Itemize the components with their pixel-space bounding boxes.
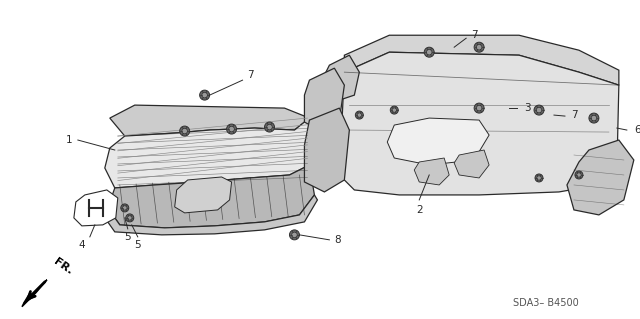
Circle shape	[474, 103, 484, 113]
Circle shape	[289, 230, 300, 240]
Circle shape	[357, 113, 362, 117]
Circle shape	[123, 206, 127, 210]
Circle shape	[424, 47, 434, 57]
Polygon shape	[305, 108, 349, 192]
Circle shape	[202, 93, 207, 98]
Text: 1: 1	[67, 135, 73, 145]
Circle shape	[390, 106, 398, 114]
Text: FR.: FR.	[52, 257, 74, 277]
Circle shape	[267, 124, 272, 130]
Polygon shape	[344, 35, 619, 85]
Circle shape	[121, 204, 129, 212]
Circle shape	[126, 214, 134, 222]
Circle shape	[577, 173, 581, 177]
Polygon shape	[387, 118, 489, 165]
Circle shape	[476, 44, 482, 50]
Text: 5: 5	[134, 240, 141, 250]
Circle shape	[264, 122, 275, 132]
Polygon shape	[324, 55, 359, 100]
Text: 5: 5	[124, 232, 131, 242]
Circle shape	[534, 105, 544, 115]
Polygon shape	[567, 140, 634, 215]
Polygon shape	[74, 190, 118, 226]
Text: 7: 7	[471, 30, 477, 40]
Text: 2: 2	[416, 205, 422, 215]
Circle shape	[229, 126, 234, 132]
Circle shape	[575, 171, 583, 179]
Circle shape	[591, 115, 596, 121]
Circle shape	[227, 124, 237, 134]
Circle shape	[426, 49, 432, 55]
Text: 3: 3	[524, 103, 531, 113]
Text: 7: 7	[248, 70, 254, 80]
Polygon shape	[305, 68, 344, 130]
Circle shape	[292, 232, 297, 238]
Polygon shape	[103, 195, 317, 235]
Text: 6: 6	[634, 125, 640, 135]
Circle shape	[535, 174, 543, 182]
Circle shape	[182, 128, 188, 134]
Polygon shape	[110, 105, 309, 136]
Polygon shape	[454, 150, 489, 178]
Text: SDA3– B4500: SDA3– B4500	[513, 298, 579, 308]
Polygon shape	[22, 280, 47, 307]
Text: 7: 7	[571, 110, 577, 120]
Polygon shape	[339, 52, 619, 195]
Circle shape	[476, 105, 482, 111]
Polygon shape	[105, 118, 319, 188]
Text: 4: 4	[79, 240, 85, 250]
Circle shape	[200, 90, 210, 100]
Circle shape	[392, 108, 396, 112]
Polygon shape	[108, 165, 314, 228]
Circle shape	[589, 113, 599, 123]
Circle shape	[127, 216, 132, 220]
Polygon shape	[24, 293, 34, 303]
Polygon shape	[414, 158, 449, 185]
Circle shape	[474, 42, 484, 52]
Circle shape	[536, 108, 541, 113]
Circle shape	[537, 176, 541, 180]
Polygon shape	[175, 177, 232, 213]
Circle shape	[355, 111, 364, 119]
Text: 8: 8	[334, 235, 341, 245]
Circle shape	[180, 126, 189, 136]
